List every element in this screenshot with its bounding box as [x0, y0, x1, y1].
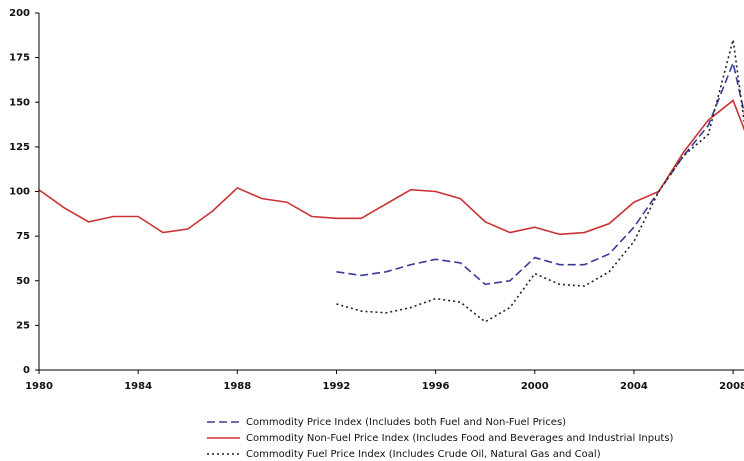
legend-label: Commodity Fuel Price Index (Includes Cru… [246, 449, 601, 460]
y-tick-label: 200 [9, 8, 30, 19]
series-line [336, 60, 744, 286]
x-tick-label: 1988 [223, 381, 251, 392]
x-tick-label: 1996 [422, 381, 450, 392]
x-tick-label: 1984 [124, 381, 152, 392]
x-tick-label: 2000 [521, 381, 549, 392]
x-tick-label: 1980 [25, 381, 53, 392]
y-tick-label: 50 [16, 276, 30, 287]
plot-area [39, 39, 744, 323]
y-tick-label: 75 [16, 231, 30, 242]
x-tick-label: 1992 [323, 381, 351, 392]
series-line [336, 39, 744, 323]
y-tick-label: 175 [9, 53, 30, 64]
y-tick-label: 25 [16, 320, 30, 331]
y-tick-label: 100 [9, 187, 30, 198]
series-line [39, 99, 744, 236]
legend-label: Commodity Price Index (Includes both Fue… [246, 417, 566, 428]
y-tick-label: 125 [9, 142, 30, 153]
legend-label: Commodity Non-Fuel Price Index (Includes… [246, 433, 674, 444]
y-tick-label: 0 [23, 365, 30, 376]
y-tick-label: 150 [9, 97, 30, 108]
x-tick-label: 2004 [620, 381, 648, 392]
x-tick-label: 2008 [719, 381, 744, 392]
